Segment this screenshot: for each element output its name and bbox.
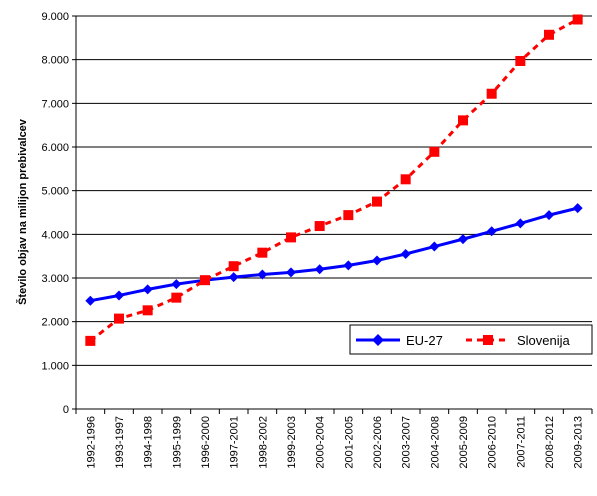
y-tick-label: 5.000 (41, 186, 69, 198)
data-point (486, 88, 497, 99)
y-tick-label: 6.000 (41, 142, 69, 154)
data-point (400, 248, 411, 259)
y-tick-label: 4.000 (41, 229, 69, 241)
x-tick-label: 2000-2004 (315, 416, 327, 469)
x-tick-label: 2002-2006 (372, 416, 384, 469)
data-point (572, 14, 583, 25)
legend-slovenija-marker (483, 335, 493, 345)
y-axis-label: Število objav na milijon prebivalcev (16, 118, 29, 305)
x-tick-label: 1997-2001 (229, 416, 241, 469)
axes (75, 16, 592, 410)
y-tick-label: 2.000 (41, 317, 69, 329)
data-point (114, 290, 124, 301)
data-point (343, 210, 354, 221)
data-point (458, 115, 468, 126)
data-point (85, 335, 96, 346)
data-point (228, 261, 239, 272)
data-point (257, 247, 268, 258)
data-point (486, 226, 497, 237)
grid-lines (76, 15, 592, 366)
data-point (544, 29, 554, 40)
data-point (171, 279, 182, 290)
x-tick-label: 1998-2002 (257, 416, 269, 469)
data-point (515, 55, 526, 66)
series-group (85, 14, 583, 346)
x-tick-label: 2001-2005 (343, 416, 355, 469)
x-tick-label: 2004-2008 (429, 416, 441, 469)
data-point (314, 221, 325, 232)
data-point (314, 264, 325, 275)
x-tick-labels: 1992-1996 1993-1997 1994-1998 1995-1999 1996… (75, 409, 593, 469)
x-tick-label: 1999-2003 (286, 416, 298, 469)
data-point (572, 203, 583, 214)
y-tick-label: 1.000 (41, 360, 69, 372)
data-point (458, 234, 468, 245)
x-tick-label: 2008-2012 (544, 416, 556, 469)
y-tick-label: 3.000 (41, 273, 69, 285)
y-tick-label: 0 (63, 404, 69, 416)
data-point (429, 241, 440, 252)
data-point (85, 295, 96, 306)
data-point (228, 272, 239, 283)
x-tick-label: 2007-2011 (515, 416, 527, 468)
x-tick-label: 1996-2000 (200, 416, 212, 469)
x-tick-label: 2005-2009 (458, 416, 470, 469)
data-point (429, 146, 440, 157)
data-point (200, 275, 210, 286)
legend-eu27-marker (372, 334, 384, 346)
data-point (257, 269, 268, 280)
y-tick-labels: 0 1.000 2.000 3.000 4.000 5.000 6.000 7.000 8.00… (41, 11, 76, 416)
legend: EU-27 Slovenija (349, 324, 593, 355)
data-point (286, 232, 296, 243)
data-point (114, 313, 124, 324)
data-point (142, 284, 153, 295)
x-tick-label: 2006-2010 (487, 416, 499, 469)
data-point (400, 174, 411, 185)
y-tick-label: 7.000 (41, 98, 69, 110)
series-line-0 (90, 206, 579, 303)
data-point (515, 218, 526, 229)
data-point (544, 210, 554, 221)
legend-slovenija-label: Slovenija (517, 333, 571, 348)
x-tick-label: 1994-1998 (143, 416, 155, 469)
y-tick-label: 9.000 (41, 11, 69, 23)
data-point (372, 255, 382, 266)
data-point (171, 292, 182, 303)
x-tick-label: 2009-2013 (573, 416, 585, 469)
y-tick-label: 8.000 (41, 55, 69, 67)
data-point (372, 196, 382, 207)
x-tick-label: 2003-2007 (401, 416, 413, 469)
legend-eu27-label: EU-27 (406, 333, 443, 348)
data-point (343, 260, 354, 271)
x-tick-label: 1992-1996 (85, 416, 97, 469)
data-point (286, 267, 296, 278)
x-tick-label: 1993-1997 (114, 416, 126, 469)
x-tick-label: 1995-1999 (171, 416, 183, 469)
data-point (142, 305, 153, 316)
